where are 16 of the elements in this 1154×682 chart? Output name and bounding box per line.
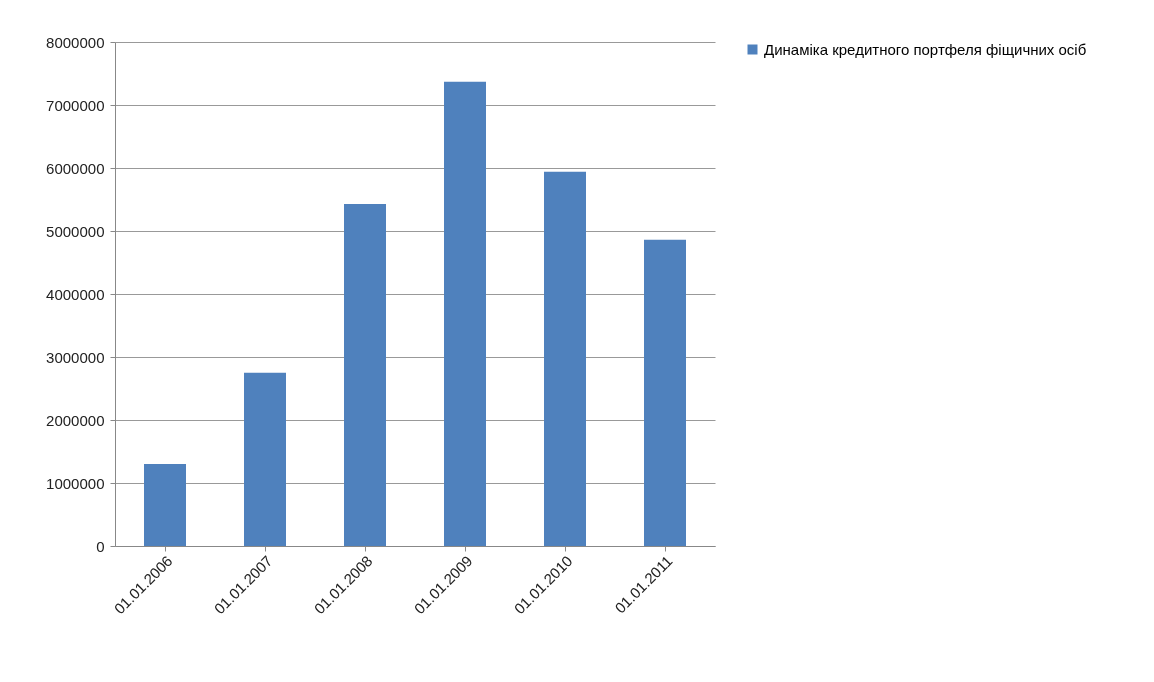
bar: [144, 464, 186, 546]
bar: [644, 239, 686, 546]
y-tick-label: 2000000: [46, 411, 105, 429]
y-tick-label: 6000000: [46, 159, 105, 177]
bar: [444, 81, 486, 546]
bar: [244, 372, 286, 546]
y-tick-label: 4000000: [46, 285, 105, 303]
y-tick-label: 5000000: [46, 222, 105, 240]
legend-label: Динаміка кредитного портфеля фіщичних осіб: [764, 40, 1087, 58]
bar: [544, 171, 586, 546]
y-tick-label: 1000000: [46, 474, 105, 492]
y-tick-label: 7000000: [46, 96, 105, 114]
bar: [344, 203, 386, 546]
y-tick-label: 3000000: [46, 348, 105, 366]
y-tick-label: 0: [96, 537, 105, 555]
y-tick-label: 8000000: [46, 33, 105, 51]
